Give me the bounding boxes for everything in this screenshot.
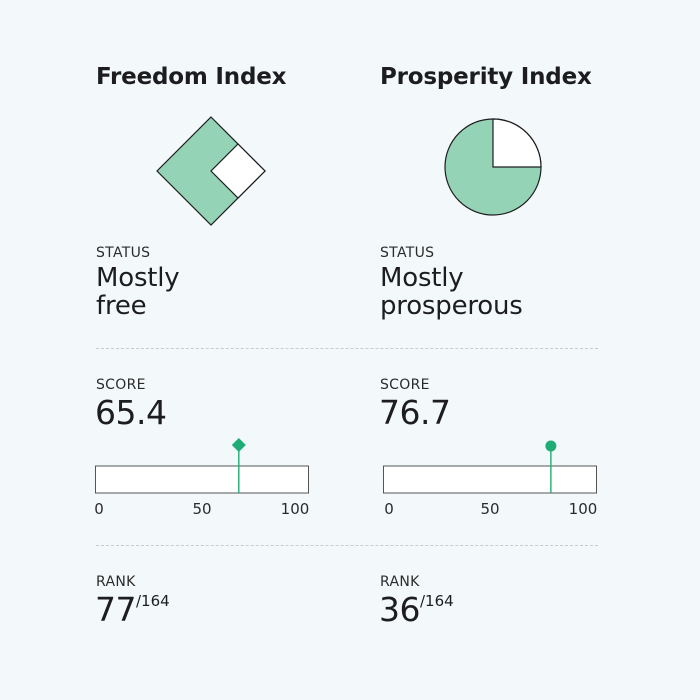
freedom-tick-50: 50 — [192, 500, 211, 518]
prosperity-score-gauge: 0 50 100 — [383, 440, 598, 518]
prosperity-tick-0: 0 — [384, 500, 394, 518]
divider-bottom — [96, 545, 598, 546]
freedom-score-value: 65.4 — [95, 393, 167, 432]
prosperity-tick-100: 100 — [569, 500, 598, 518]
freedom-rank-label: RANK — [96, 574, 136, 590]
freedom-status-label: STATUS — [96, 245, 151, 261]
freedom-score-gauge: 0 50 100 — [94, 438, 310, 518]
prosperity-rank-value: 36 — [379, 590, 421, 629]
freedom-status-value: Mostly free — [96, 264, 180, 320]
diamond-quarter-icon — [156, 116, 266, 226]
prosperity-score-label: SCORE — [380, 377, 430, 393]
prosperity-status-value: Mostly prosperous — [380, 264, 523, 320]
prosperity-title: Prosperity Index — [380, 64, 592, 90]
freedom-rank: 77/164 — [95, 590, 170, 629]
freedom-status-line2: free — [96, 291, 147, 321]
prosperity-gauge-track — [383, 465, 597, 494]
freedom-status-line1: Mostly — [96, 263, 180, 293]
prosperity-score-value: 76.7 — [379, 393, 451, 432]
freedom-gauge-track — [95, 465, 309, 494]
prosperity-status-label: STATUS — [380, 245, 435, 261]
freedom-rank-value: 77 — [95, 590, 137, 629]
freedom-score-label: SCORE — [96, 377, 146, 393]
prosperity-tick-50: 50 — [480, 500, 499, 518]
prosperity-rank: 36/164 — [379, 590, 454, 629]
prosperity-rank-total: /164 — [420, 592, 454, 610]
freedom-title: Freedom Index — [96, 64, 287, 90]
freedom-tick-0: 0 — [94, 500, 104, 518]
freedom-tick-100: 100 — [281, 500, 310, 518]
prosperity-status-line2: prosperous — [380, 291, 523, 321]
pie-quarter-icon — [444, 118, 542, 216]
prosperity-rank-label: RANK — [380, 574, 420, 590]
divider-top — [96, 348, 598, 349]
prosperity-status-line1: Mostly — [380, 263, 464, 293]
circle-marker-icon — [545, 440, 557, 452]
diamond-marker-icon — [231, 438, 246, 452]
freedom-rank-total: /164 — [136, 592, 170, 610]
